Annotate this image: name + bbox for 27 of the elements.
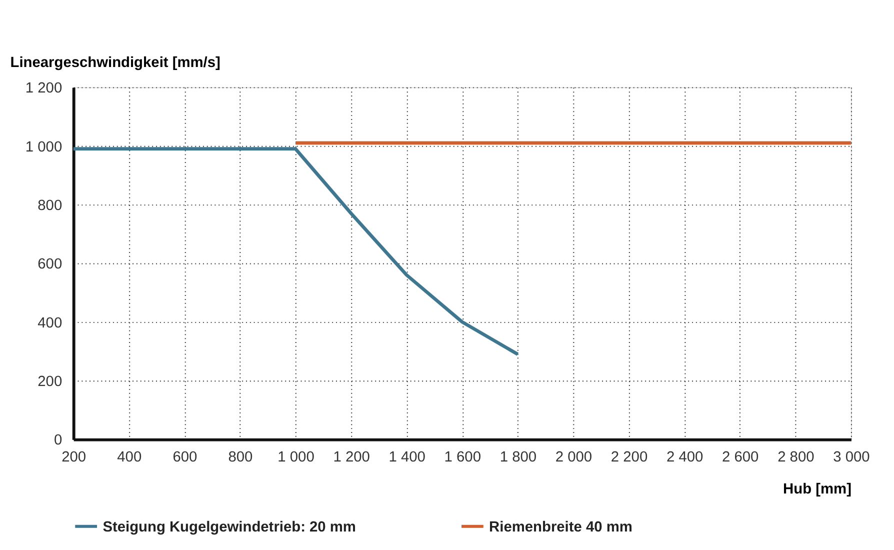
x-tick-label: 1 400 (388, 449, 426, 466)
legend-label: Riemenbreite 40 mm (489, 519, 632, 536)
x-tick-label: 2 600 (722, 449, 759, 466)
x-tick-label: 800 (228, 449, 253, 466)
x-tick-label: 3 000 (833, 449, 870, 466)
x-axis-title: Hub [mm] (783, 482, 852, 498)
x-tick-label: 200 (62, 449, 86, 466)
line-series (72, 147, 520, 356)
y-tick-label: 1 200 (25, 80, 62, 97)
x-tick-label: 1 200 (333, 449, 370, 466)
x-tick-label: 2 400 (666, 449, 704, 466)
y-axis-title: Lineargeschwindigkeit [mm/s] (10, 55, 221, 72)
x-tick-label: 1 000 (278, 449, 314, 466)
x-tick-label: 1 800 (500, 449, 537, 466)
y-tick-label: 600 (38, 256, 62, 273)
y-tick-label: 400 (38, 315, 62, 332)
y-tick-label: 800 (38, 198, 62, 214)
y-tick-label: 1 000 (25, 139, 62, 156)
x-tick-label: 2 200 (610, 449, 648, 466)
x-tick-label: 400 (117, 449, 142, 466)
x-tick-label: 600 (172, 449, 198, 466)
legend-label: Steigung Kugelgewindetrieb: 20 mm (102, 519, 356, 536)
x-tick-label: 2 800 (778, 449, 814, 466)
x-tick-label: 2 000 (555, 449, 592, 466)
y-tick-label: 200 (38, 374, 62, 390)
y-tick-label: 0 (54, 432, 62, 449)
x-tick-label: 1 600 (444, 449, 481, 466)
